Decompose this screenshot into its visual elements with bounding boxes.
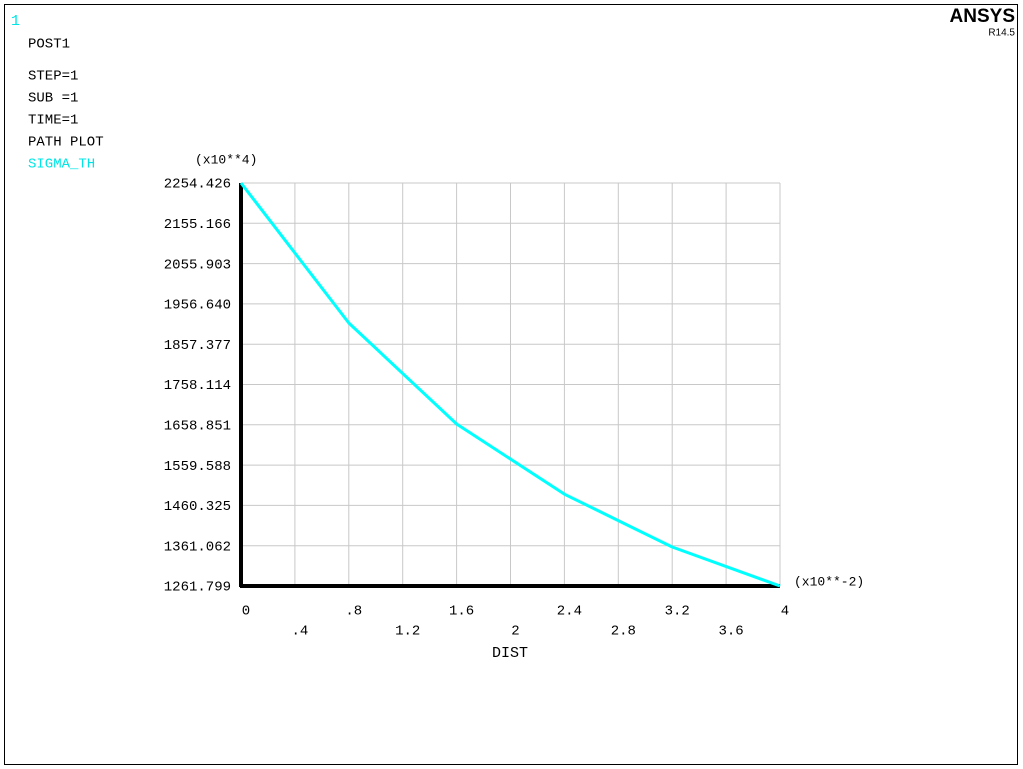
x-tick-label: 2.4 bbox=[557, 604, 582, 620]
y-tick-label: 2254.426 bbox=[164, 177, 231, 193]
y-tick-label: 1758.114 bbox=[164, 378, 231, 394]
x-tick-label: 3.2 bbox=[665, 604, 690, 620]
version: R14.5 bbox=[988, 28, 1015, 39]
x-tick-label: 2 bbox=[511, 624, 519, 640]
y-tick-label: 1956.640 bbox=[164, 298, 231, 314]
info-line: POST1 bbox=[28, 37, 70, 53]
info-line: TIME=1 bbox=[28, 113, 78, 129]
x-tick-label: 1.2 bbox=[395, 624, 420, 640]
y-tick-label: 1361.062 bbox=[164, 539, 231, 555]
product-logo: ANSYS bbox=[950, 6, 1015, 27]
x-axis-label: DIST bbox=[492, 645, 528, 662]
y-multiplier: (x10**4) bbox=[195, 152, 257, 167]
x-tick-label: 4 bbox=[781, 604, 789, 620]
x-tick-label: 2.8 bbox=[611, 624, 636, 640]
y-tick-label: 1460.325 bbox=[164, 499, 231, 515]
window-number: 1 bbox=[11, 13, 20, 30]
x-multiplier: (x10**-2) bbox=[794, 574, 864, 589]
y-tick-label: 1261.799 bbox=[164, 580, 231, 596]
x-tick-label: 1.6 bbox=[449, 604, 474, 620]
info-line: STEP=1 bbox=[28, 69, 78, 85]
data-line bbox=[239, 182, 781, 588]
y-tick-label: 1559.588 bbox=[164, 459, 231, 475]
y-tick-label: 2155.166 bbox=[164, 217, 231, 233]
info-line: PATH PLOT bbox=[28, 135, 104, 151]
y-tick-label: 1857.377 bbox=[164, 338, 231, 354]
y-tick-label: 1658.851 bbox=[164, 419, 231, 435]
legend-entry: SIGMA_TH bbox=[28, 157, 95, 173]
info-line: SUB =1 bbox=[28, 91, 78, 107]
info-block: POST1 STEP=1 SUB =1 TIME=1 PATH PLOT bbox=[28, 37, 104, 151]
x-tick-label: 0 bbox=[242, 604, 250, 620]
x-tick-label: .4 bbox=[291, 624, 308, 640]
x-tick-label: 3.6 bbox=[718, 624, 743, 640]
x-tick-label: .8 bbox=[345, 604, 362, 620]
y-tick-label: 2055.903 bbox=[164, 257, 231, 273]
